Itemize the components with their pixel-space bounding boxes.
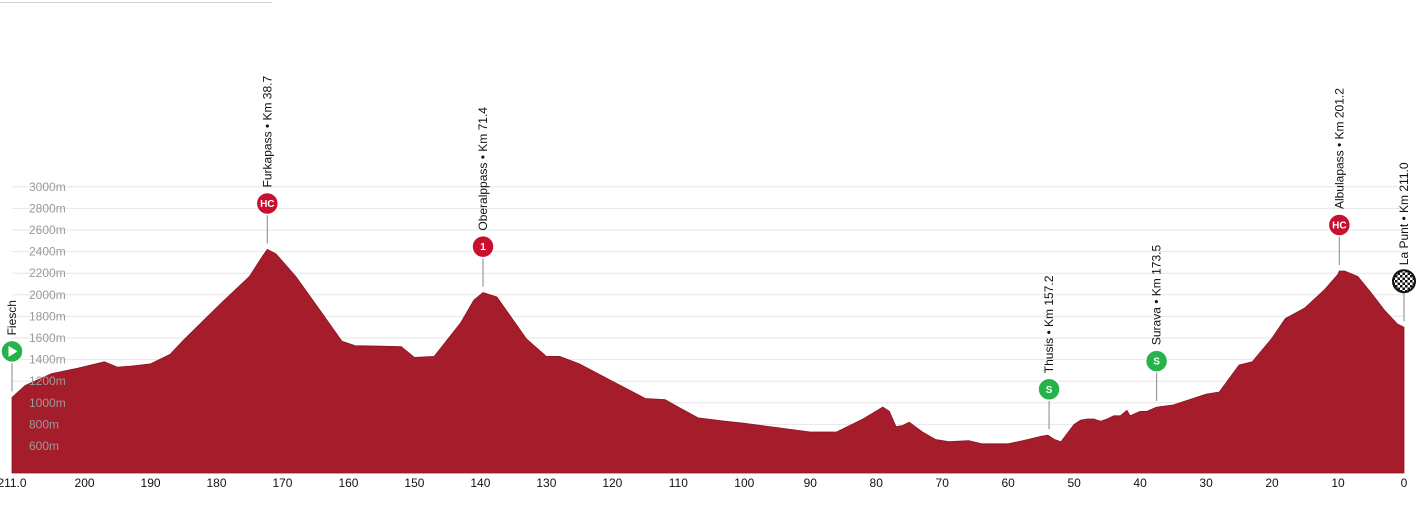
waypoint-climb: HC Furkapass • Km 38.7 (255, 76, 280, 244)
waypoints: Fiesch HC Furkapass • Km 38.7 1 Oberalppass … (0, 76, 1416, 430)
x-tick-label: 60 (1001, 476, 1015, 490)
y-tick-label: 800m (29, 417, 59, 431)
x-tick-label: 10 (1331, 476, 1345, 490)
y-tick-label: 2000m (29, 288, 66, 302)
x-tick-label: 80 (870, 476, 884, 490)
top-toolbar-remnant (0, 0, 272, 3)
climb-badge-text: HC (1332, 221, 1346, 232)
x-tick-label: 50 (1067, 476, 1081, 490)
waypoint-label: Albulapass • Km 201.2 (1332, 88, 1346, 209)
play-icon (8, 345, 18, 357)
waypoint-label: Fiesch (5, 300, 19, 335)
waypoint-label: Furkapass • Km 38.7 (260, 76, 274, 188)
x-tick-label: 130 (536, 476, 556, 490)
y-tick-label: 3000m (29, 180, 66, 194)
y-tick-label: 2800m (29, 201, 66, 215)
waypoint-climb: HC Albulapass • Km 201.2 (1327, 88, 1352, 266)
y-tick-label: 2600m (29, 223, 66, 237)
waypoint-sprint: S Surava • Km 173.5 (1144, 245, 1169, 402)
x-tick-label: 110 (669, 476, 688, 490)
elevation-area (11, 248, 1405, 474)
y-tick-label: 1600m (29, 331, 66, 345)
x-tick-label: 200 (75, 476, 95, 490)
waypoint-label: Surava • Km 173.5 (1150, 245, 1164, 346)
y-tick-label: 1000m (29, 396, 66, 410)
x-tick-label: 0 (1401, 476, 1408, 490)
finish-flag-icon (1392, 269, 1416, 294)
waypoint-finish: La Punt • Km 211.0 (1392, 162, 1416, 322)
x-tick-label: 90 (804, 476, 818, 490)
elevation-area-shape (11, 248, 1405, 474)
x-tick-label: 170 (272, 476, 292, 490)
climb-badge (255, 191, 280, 216)
waypoint-sprint: S Thusis • Km 157.2 (1037, 275, 1061, 430)
climb-badge (471, 234, 495, 259)
sprint-badge-text: S (1046, 385, 1053, 396)
x-tick-label: 20 (1265, 476, 1279, 490)
sprint-badge (1144, 349, 1169, 373)
x-axis-ticks: 211.0 200 190 180 170 160 150 140 130 120 110 100 90… (0, 476, 1408, 490)
x-tick-label: 100 (734, 476, 754, 490)
waypoint-start: Fiesch (0, 300, 24, 392)
waypoint-label: La Punt • Km 211.0 (1397, 162, 1411, 265)
y-axis-ticks: 600m 800m 1000m 1200m 1400m 1600m 1800m 2000m 22… (29, 180, 66, 453)
x-tick-label: 190 (141, 476, 161, 490)
y-tick-label: 1400m (29, 353, 66, 367)
x-tick-label: 30 (1199, 476, 1213, 490)
y-tick-label: 1800m (29, 309, 66, 323)
y-tick-label: 2400m (29, 245, 66, 259)
y-tick-label: 2200m (29, 266, 66, 280)
x-tick-label: 211.0 (0, 476, 27, 490)
x-tick-label: 160 (338, 476, 358, 490)
x-tick-label: 150 (404, 476, 424, 490)
x-tick-label: 40 (1133, 476, 1147, 490)
waypoint-label: Thusis • Km 157.2 (1042, 275, 1056, 373)
sprint-badge-text: S (1153, 357, 1160, 368)
climb-badge-text: HC (260, 199, 274, 210)
x-tick-label: 70 (936, 476, 950, 490)
climb-badge-text: 1 (480, 242, 486, 253)
x-tick-label: 140 (470, 476, 490, 490)
x-tick-label: 180 (206, 476, 226, 490)
waypoint-climb: 1 Oberalppass • Km 71.4 (471, 107, 495, 287)
sprint-badge (1037, 377, 1061, 401)
y-tick-label: 600m (29, 439, 59, 453)
waypoint-label: Oberalppass • Km 71.4 (476, 107, 490, 231)
x-tick-label: 120 (602, 476, 622, 490)
climb-badge (1327, 213, 1352, 237)
y-tick-label: 1200m (29, 374, 66, 388)
